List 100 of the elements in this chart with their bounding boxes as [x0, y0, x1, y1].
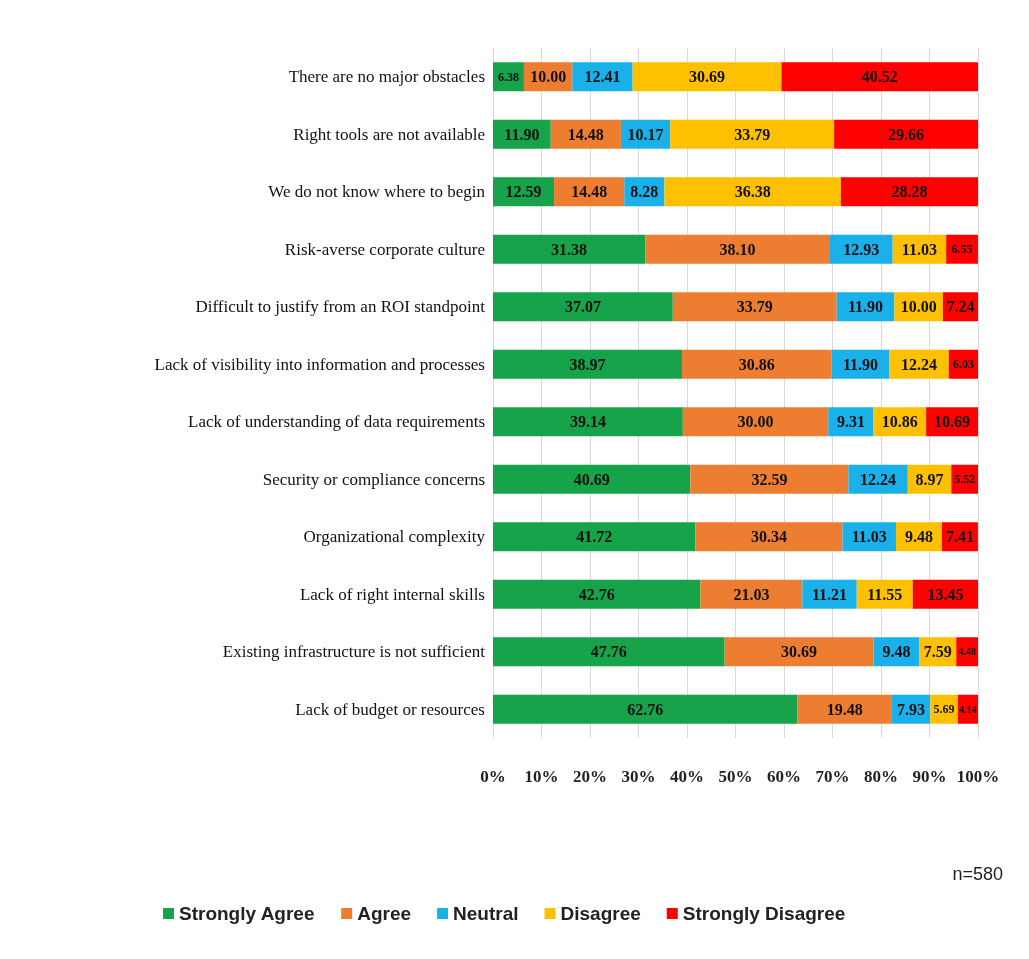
data-label: 10.17: [627, 125, 664, 143]
data-label: 8.97: [915, 470, 944, 488]
data-label: 29.66: [888, 125, 925, 143]
data-label: 28.28: [891, 183, 928, 201]
y-tick-label: Lack of understanding of data requirements: [188, 412, 485, 432]
text: n=580: [952, 864, 1004, 884]
data-label: 21.03: [733, 585, 770, 603]
data-label: 6.38: [497, 69, 519, 84]
bar: [695, 522, 843, 552]
bar: [840, 177, 978, 207]
data-label: 40.69: [573, 470, 610, 488]
x-tick-label: 90%: [912, 767, 947, 786]
data-label: 14.48: [571, 183, 608, 201]
data-label: 4.48: [958, 646, 976, 658]
data-label: 11.90: [504, 125, 540, 143]
y-tick-label: We do not know where to begin: [268, 182, 486, 202]
bar: [493, 579, 701, 609]
x-tick-label: 80%: [864, 767, 898, 786]
data-label: 30.34: [750, 528, 787, 546]
data-label: 31.38: [551, 240, 588, 258]
data-label: 12.93: [843, 240, 880, 258]
data-label: 12.24: [860, 470, 897, 488]
data-label: 42.76: [578, 585, 615, 603]
data-label: 33.79: [736, 298, 773, 316]
y-tick-label: Right tools are not available: [293, 124, 485, 144]
bar: [493, 292, 673, 322]
bar: [493, 694, 798, 724]
data-label: 11.03: [901, 240, 937, 258]
data-label: 6.03: [952, 357, 974, 372]
data-label: 40.52: [861, 68, 898, 86]
bar: [645, 234, 830, 264]
bar: [572, 62, 633, 92]
data-label: 7.41: [945, 528, 974, 546]
y-tick-label: Lack of visibility into information and processes: [154, 354, 485, 374]
data-label: 39.14: [569, 413, 606, 431]
data-label: 38.10: [719, 240, 756, 258]
bar: [834, 119, 978, 149]
data-label: 19.48: [826, 700, 863, 718]
data-label: 10.69: [934, 413, 971, 431]
x-tick-label: 30%: [621, 767, 656, 786]
bar: [664, 177, 841, 207]
bar: [493, 637, 725, 667]
x-tick-label: 60%: [767, 767, 801, 786]
y-tick-label: Security or compliance concerns: [262, 469, 485, 489]
data-label: 33.79: [734, 125, 771, 143]
data-label: 11.21: [812, 585, 848, 603]
bar: [493, 522, 696, 552]
bar: [493, 349, 682, 379]
data-label: 7.59: [923, 643, 952, 661]
data-label: 10.00: [900, 298, 937, 316]
data-label: 8.28: [630, 183, 659, 201]
y-tick-label: Existing infrastructure is not sufficient: [222, 642, 486, 662]
data-label: 38.97: [569, 355, 606, 373]
data-label: 12.24: [901, 355, 938, 373]
data-label: 14.48: [567, 125, 604, 143]
data-label: 9.48: [882, 643, 911, 661]
x-tick-label: 100%: [956, 767, 1000, 786]
data-label: 12.59: [505, 183, 542, 201]
data-label: 7.24: [946, 298, 975, 316]
data-label: 10.00: [530, 68, 567, 86]
bar: [670, 119, 835, 149]
data-label: 62.76: [627, 700, 664, 718]
data-label: 9.48: [904, 528, 933, 546]
x-tick-label: 20%: [573, 767, 607, 786]
y-tick-label: Lack of right internal skills: [299, 584, 485, 604]
x-tick-label: 50%: [718, 767, 753, 786]
x-tick-label: 70%: [815, 767, 850, 786]
bar: [682, 407, 829, 437]
data-label: 32.59: [751, 470, 788, 488]
x-tick-label: 40%: [670, 767, 704, 786]
bar: [797, 694, 892, 724]
y-tick-label: Organizational complexity: [303, 527, 486, 547]
data-label: 30.69: [781, 643, 818, 661]
data-label: 11.90: [847, 298, 884, 316]
legend-label: Disagree: [560, 903, 641, 924]
data-label: 30.00: [737, 413, 774, 431]
legend-label: Agree: [357, 903, 412, 924]
bar: [493, 234, 646, 264]
bar: [690, 464, 849, 494]
data-label: 5.52: [954, 472, 976, 487]
bar: [493, 464, 691, 494]
data-label: 11.03: [851, 528, 887, 546]
data-label: 11.55: [867, 585, 903, 603]
data-label: 9.31: [836, 413, 865, 431]
data-label: 37.07: [564, 298, 601, 316]
bar: [493, 407, 683, 437]
y-tick-label: There are no major obstacles: [288, 67, 485, 87]
y-tick-label: Risk-averse corporate culture: [284, 239, 485, 259]
data-label: 11.90: [842, 355, 879, 373]
data-label: 36.38: [734, 183, 771, 201]
bar: [682, 349, 832, 379]
data-label: 12.41: [584, 68, 621, 86]
legend-label: Neutral: [453, 903, 519, 924]
data-label: 7.93: [897, 700, 926, 718]
data-label: 6.55: [951, 242, 973, 257]
y-tick-label: Lack of budget or resources: [295, 699, 485, 719]
bar: [672, 292, 837, 322]
legend-label: Strongly Agree: [179, 903, 315, 924]
x-tick-label: 10%: [524, 767, 559, 786]
data-label: 30.69: [689, 68, 726, 86]
